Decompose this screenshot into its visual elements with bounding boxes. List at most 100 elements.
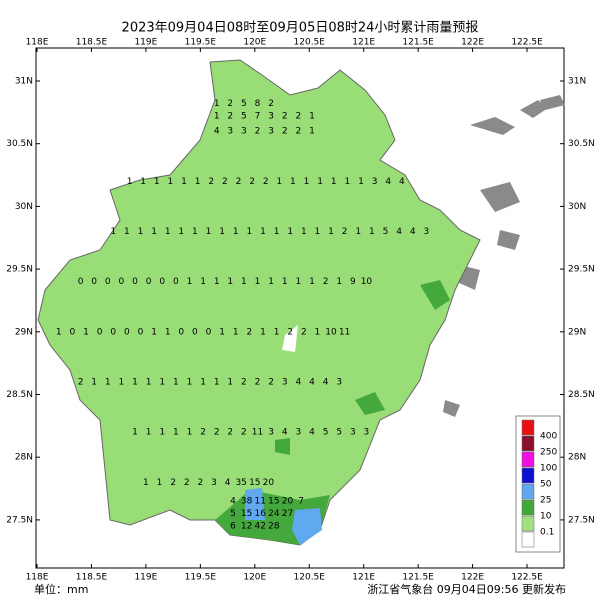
lon-label: 118.5E <box>76 573 108 583</box>
lat-label: 29N <box>15 327 33 337</box>
rain-value: 1 <box>304 177 310 187</box>
legend-swatch <box>521 419 535 436</box>
rain-value: 1 <box>146 428 152 438</box>
rain-value: 2 <box>255 377 261 387</box>
rain-value: 9 <box>350 277 356 287</box>
rain-value: 3 <box>241 127 247 137</box>
rain-value: 1 <box>195 177 201 187</box>
rain-value: 2 <box>241 428 247 438</box>
rain-value: 1 <box>282 277 288 287</box>
rain-value: 6 <box>230 522 236 532</box>
rain-value: 1 <box>132 428 138 438</box>
rain-value: 2 <box>200 428 206 438</box>
rain-value: 1 <box>157 478 163 488</box>
rain-value: 2 <box>342 227 348 237</box>
rain-value: 1 <box>140 177 146 187</box>
rain-value: 7 <box>255 112 261 122</box>
rain-value: 1 <box>200 377 206 387</box>
legend-label: 25 <box>540 496 551 506</box>
rain-value: 3 <box>268 112 274 122</box>
rain-value: 1 <box>227 377 233 387</box>
lat-label: 30N <box>568 202 586 212</box>
rain-value: 2 <box>301 327 307 337</box>
rain-value: 4 <box>282 428 288 438</box>
rain-value: 1 <box>214 99 220 109</box>
rain-value: 2 <box>227 99 233 109</box>
lon-label: 122.5E <box>511 38 543 48</box>
title: 2023年09月04日08时至09月05日08时24小时累计雨量预报 <box>122 21 479 36</box>
rain-value: 1 <box>214 377 220 387</box>
rain-value: 1 <box>214 112 220 122</box>
rain-value: 1 <box>315 327 321 337</box>
legend-label: 50 <box>540 480 552 490</box>
rain-value: 1 <box>331 177 337 187</box>
rain-value: 4 <box>396 227 402 237</box>
rain-value: 1 <box>124 227 130 237</box>
rain-value: 5 <box>336 428 342 438</box>
rain-value: 1 <box>83 327 89 337</box>
rain-10-area <box>275 280 450 455</box>
rain-value: 1 <box>276 177 282 187</box>
rain-value: 4 <box>214 127 220 137</box>
rain-value: 1 <box>146 377 152 387</box>
lon-label: 122E <box>461 573 484 583</box>
rain-value: 15 <box>241 509 252 519</box>
lon-label: 118.5E <box>76 38 108 48</box>
rain-value: 8 <box>255 99 261 109</box>
rain-value: 2 <box>263 177 269 187</box>
rain-value: 0 <box>132 277 138 287</box>
rain-value: 2 <box>208 177 214 187</box>
rain-value: 20 <box>263 478 275 488</box>
rain-value: 3 <box>211 478 217 488</box>
lon-label: 118E <box>26 38 49 48</box>
lon-label: 119.5E <box>185 573 217 583</box>
rain-value: 4 <box>309 428 315 438</box>
rain-value: 3 <box>423 227 429 237</box>
rain-value: 3 <box>268 127 274 137</box>
rain-value: 1 <box>268 277 274 287</box>
rain-value: 1 <box>119 377 125 387</box>
rain-value: 1 <box>187 428 193 438</box>
rain-value: 1 <box>336 277 342 287</box>
rain-value: 1 <box>241 277 247 287</box>
legend-swatch <box>521 451 535 468</box>
rain-value: 1 <box>138 227 144 237</box>
lat-label: 31N <box>568 77 586 87</box>
rain-value: 1 <box>344 177 350 187</box>
rain-value: 2 <box>282 112 288 122</box>
rain-value: 1 <box>151 327 157 337</box>
rain-value: 4 <box>399 177 405 187</box>
rain-value: 1 <box>214 277 220 287</box>
rain-value: 1 <box>206 227 212 237</box>
rain-value: 2 <box>246 327 252 337</box>
rain-value: 1 <box>309 112 315 122</box>
lat-label: 28.5N <box>568 390 595 400</box>
rain-value: 1 <box>301 227 307 237</box>
rain-value: 2 <box>295 112 301 122</box>
rain-value: 1 <box>178 227 184 237</box>
legend-swatch <box>521 499 535 516</box>
rain-value: 5 <box>383 227 389 237</box>
lon-label: 121E <box>352 38 375 48</box>
rain-value: 1 <box>355 227 361 237</box>
rain-value: 0 <box>70 327 76 337</box>
lat-label: 28.5N <box>6 390 33 400</box>
rain-value: 0 <box>173 277 179 287</box>
rain-value: 1 <box>274 327 280 337</box>
rain-value: 1 <box>200 277 206 287</box>
rain-value: 5 <box>323 428 329 438</box>
lon-label: 121.5E <box>402 573 434 583</box>
rain-value: 2 <box>268 99 274 109</box>
lon-label: 118E <box>26 573 49 583</box>
lon-label: 119.5E <box>185 38 217 48</box>
lon-label: 120.5E <box>294 38 326 48</box>
lon-label: 120E <box>243 573 266 583</box>
rain-value: 1 <box>233 227 239 237</box>
rain-value: 1 <box>369 227 375 237</box>
rain-value: 2 <box>184 478 190 488</box>
rain-value: 4 <box>385 177 391 187</box>
rain-value: 1 <box>233 327 239 337</box>
rain-value: 1 <box>219 227 225 237</box>
rain-value: 0 <box>78 277 84 287</box>
rain-value: 1 <box>181 177 187 187</box>
